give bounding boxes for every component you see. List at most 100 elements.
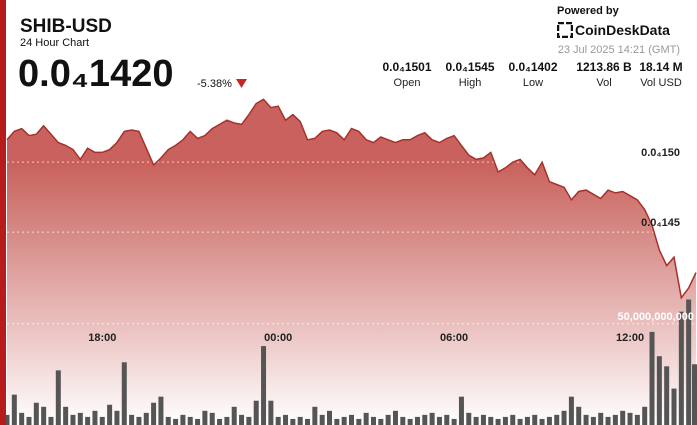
volume-bar bbox=[77, 412, 83, 425]
volume-bar bbox=[4, 414, 10, 425]
volume-bar bbox=[187, 416, 193, 425]
volume-bar bbox=[458, 396, 464, 425]
volume-bar bbox=[341, 416, 347, 425]
powered-by: Powered by bbox=[557, 5, 619, 17]
volume-bar bbox=[92, 410, 98, 425]
volume-bar bbox=[33, 402, 39, 425]
volume-bar bbox=[385, 414, 391, 425]
volume-bar bbox=[510, 414, 516, 425]
stat-label: Vol USD bbox=[640, 77, 682, 89]
volume-bar bbox=[334, 418, 340, 425]
volume-bar bbox=[319, 414, 325, 425]
volume-bar bbox=[195, 418, 201, 425]
volume-bar bbox=[532, 414, 538, 425]
y-tick-label: 50,000,000,000 bbox=[618, 311, 694, 323]
volume-bar bbox=[11, 394, 17, 425]
volume-bar bbox=[692, 364, 697, 425]
stat-value: 18.14 M bbox=[639, 60, 683, 74]
stat: 0.0₄1501 Open bbox=[372, 60, 442, 89]
volume-bar bbox=[414, 416, 420, 425]
stat: 18.14 M Vol USD bbox=[626, 60, 696, 89]
volume-bar bbox=[451, 418, 457, 425]
volume-bar bbox=[327, 410, 333, 425]
volume-bar bbox=[627, 412, 633, 425]
volume-bar bbox=[495, 418, 501, 425]
volume-bar bbox=[612, 414, 618, 425]
volume-bar bbox=[129, 414, 135, 425]
subtitle: 24 Hour Chart bbox=[20, 37, 90, 49]
volume-bar bbox=[671, 388, 677, 425]
volume-bar bbox=[488, 416, 494, 425]
volume-bar bbox=[598, 412, 604, 425]
volume-bar bbox=[312, 406, 318, 425]
volume-bar bbox=[686, 299, 692, 425]
volume-bar bbox=[568, 396, 574, 425]
volume-bar bbox=[261, 346, 267, 425]
volume-bar bbox=[239, 414, 245, 425]
volume-bar bbox=[554, 414, 560, 425]
stat-value: 1213.86 B bbox=[576, 60, 632, 74]
stat-label: Low bbox=[522, 77, 544, 89]
volume-bar bbox=[546, 416, 552, 425]
volume-bar bbox=[444, 414, 450, 425]
stat-value: 0.0₄1545 bbox=[445, 60, 495, 74]
volume-bar bbox=[356, 418, 362, 425]
timestamp: 23 Jul 2025 14:21 (GMT) bbox=[557, 44, 680, 56]
area-fill bbox=[7, 99, 696, 425]
stat-value: 0.0₄1402 bbox=[508, 60, 558, 74]
stat-label: Open bbox=[393, 77, 421, 89]
volume-bar bbox=[85, 416, 91, 425]
volume-bar bbox=[539, 418, 545, 425]
brand-icon bbox=[557, 22, 573, 38]
volume-bar bbox=[202, 410, 208, 425]
stat-label: High bbox=[458, 77, 482, 89]
volume-bar bbox=[422, 414, 428, 425]
volume-bar bbox=[378, 418, 384, 425]
volume-bar bbox=[297, 416, 303, 425]
volume-bar bbox=[620, 410, 626, 425]
volume-bar bbox=[180, 414, 186, 425]
volume-bar bbox=[231, 406, 237, 425]
volume-bar bbox=[664, 366, 670, 425]
volume-bar bbox=[209, 412, 215, 425]
volume-bar bbox=[392, 410, 398, 425]
volume-bar bbox=[151, 402, 157, 425]
y-tick-label: 0.0₄150 bbox=[641, 147, 680, 159]
x-tick-label: 00:00 bbox=[264, 332, 292, 344]
volume-bar bbox=[290, 418, 296, 425]
volume-bar bbox=[502, 416, 508, 425]
stat-value: 0.0₄1501 bbox=[382, 60, 432, 74]
stat: 0.0₄1402 Low bbox=[498, 60, 568, 89]
volume-bar bbox=[26, 416, 32, 425]
volume-bar bbox=[590, 416, 596, 425]
down-arrow bbox=[236, 79, 247, 88]
volume-bar bbox=[642, 406, 648, 425]
x-tick-label: 12:00 bbox=[616, 332, 644, 344]
volume-bar bbox=[173, 418, 179, 425]
volume-bar bbox=[158, 396, 164, 425]
volume-bar bbox=[517, 418, 523, 425]
volume-bar bbox=[63, 406, 69, 425]
volume-bar bbox=[99, 416, 105, 425]
accent-strip bbox=[0, 0, 6, 425]
price-line bbox=[6, 98, 697, 300]
change: -5.38% bbox=[197, 78, 232, 90]
volume-bar bbox=[55, 370, 61, 425]
volume-bar bbox=[436, 416, 442, 425]
volume-bar bbox=[363, 412, 369, 425]
volume-bar bbox=[649, 331, 655, 425]
volume-bar bbox=[70, 414, 76, 425]
volume-bar bbox=[268, 400, 274, 425]
volume-bar bbox=[246, 416, 252, 425]
symbol: SHIB-USD bbox=[20, 16, 112, 37]
y-tick-label: 0.0₄145 bbox=[641, 217, 680, 229]
stat: 1213.86 B Vol bbox=[569, 60, 639, 89]
volume-bar bbox=[400, 416, 406, 425]
volume-bar bbox=[253, 400, 259, 425]
volume-bar bbox=[217, 418, 223, 425]
volume-bar bbox=[143, 412, 149, 425]
volume-bar bbox=[480, 414, 486, 425]
volume-bar bbox=[561, 410, 567, 425]
